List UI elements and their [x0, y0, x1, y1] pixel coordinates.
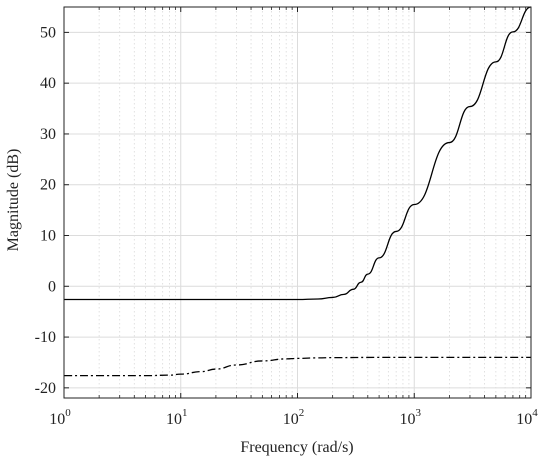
x-tick-label: 104: [516, 407, 538, 428]
y-tick-label: 50: [40, 24, 56, 41]
axis-ticks: [63, 7, 532, 398]
series-line-1-solid: [64, 6, 532, 301]
x-tick-base: 10: [166, 411, 182, 428]
x-tick-base: 10: [516, 411, 532, 428]
x-tick-label: 100: [49, 407, 71, 428]
x-tick-base: 10: [283, 411, 299, 428]
y-tick-label: 0: [48, 278, 56, 295]
x-axis-label: Frequency (rad/s): [240, 439, 353, 456]
x-tick-exponent: 0: [65, 407, 71, 419]
y-tick-label: 10: [40, 228, 56, 245]
y-tick-label: 40: [40, 75, 56, 92]
x-tick-exponent: 1: [182, 407, 188, 419]
x-tick-label: 103: [400, 407, 422, 428]
x-tick-exponent: 2: [299, 407, 305, 419]
y-tick-label: 20: [40, 177, 56, 194]
x-tick-exponent: 4: [532, 407, 538, 419]
x-tick-exponent: 3: [416, 407, 422, 419]
y-axis-label: Magnitude (dB): [5, 149, 22, 252]
series-lines: [63, 6, 532, 377]
x-tick-base: 10: [49, 411, 65, 428]
y-tick-label: -10: [35, 329, 56, 346]
series-line-2-dashdot: [63, 356, 531, 377]
y-tick-labels: 50 40 30 20 10 0 -10 -20: [35, 24, 56, 396]
x-tick-label: 101: [166, 407, 188, 428]
y-tick-label: 30: [40, 126, 56, 143]
x-tick-label: 102: [283, 407, 305, 428]
x-tick-labels: 100 101 102 103 104: [49, 407, 538, 428]
x-tick-base: 10: [400, 411, 416, 428]
y-tick-label: -20: [35, 380, 56, 397]
minor-grid: [98, 7, 527, 398]
